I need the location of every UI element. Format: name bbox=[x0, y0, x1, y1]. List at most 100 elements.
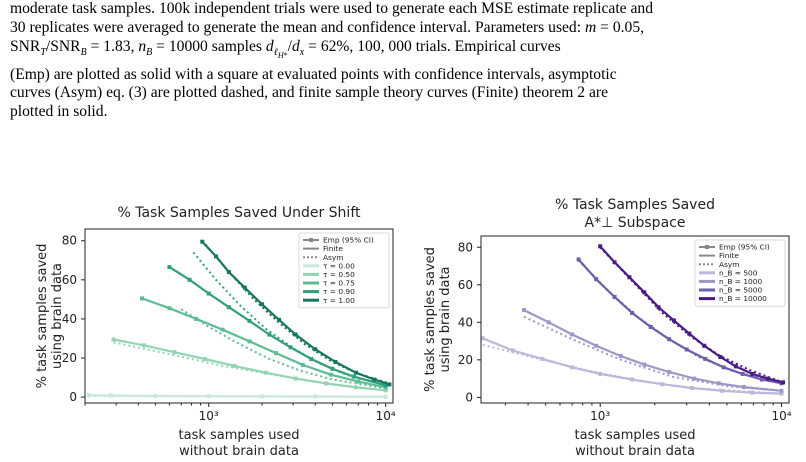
data-point bbox=[656, 305, 661, 310]
data-point bbox=[247, 318, 252, 323]
data-point bbox=[247, 339, 252, 344]
legend-box bbox=[694, 239, 786, 307]
chart-panel-1: % Task Samples Saved Under Shift 0 20 40 60 8… bbox=[35, 205, 396, 459]
data-point bbox=[313, 394, 318, 399]
asym-line bbox=[192, 251, 386, 387]
legend-box bbox=[298, 232, 390, 309]
data-point bbox=[630, 310, 635, 315]
data-point bbox=[372, 377, 377, 382]
x-axis-label: task samples used bbox=[179, 428, 300, 443]
legend-label: Finite bbox=[719, 251, 739, 260]
y-axis-label: % task samples saved bbox=[35, 244, 50, 389]
emp-line bbox=[141, 297, 386, 389]
data-point bbox=[718, 355, 723, 360]
data-point bbox=[598, 371, 603, 376]
legend-label: n_B = 500 bbox=[719, 268, 758, 277]
series-3 bbox=[576, 257, 784, 386]
data-point bbox=[206, 394, 211, 399]
x-axis-label-line2: without brain data bbox=[179, 444, 299, 459]
data-point bbox=[387, 382, 392, 387]
data-point bbox=[323, 381, 328, 386]
legend-label: τ = 0.90 bbox=[323, 287, 355, 296]
y-axis-label: % task samples saved bbox=[423, 247, 438, 392]
data-point bbox=[354, 385, 359, 390]
data-point bbox=[202, 357, 207, 362]
y-tick-label: 0 bbox=[465, 390, 473, 404]
data-point bbox=[200, 239, 205, 244]
x-tick-label: 10³ bbox=[590, 409, 610, 423]
x-tick-label: 10⁴ bbox=[771, 409, 791, 423]
data-point bbox=[267, 332, 272, 337]
data-point bbox=[716, 381, 721, 386]
legend-label: Emp (95% CI) bbox=[719, 243, 770, 252]
data-point bbox=[293, 376, 298, 381]
data-point bbox=[172, 350, 177, 355]
data-point bbox=[692, 376, 697, 381]
y-axis-label-line2: using brain data bbox=[438, 266, 453, 372]
series-1 bbox=[480, 336, 784, 396]
y-tick-label: 80 bbox=[458, 240, 473, 254]
data-point bbox=[383, 394, 388, 399]
series-1 bbox=[86, 393, 388, 399]
data-point bbox=[328, 372, 333, 377]
data-point bbox=[273, 351, 278, 356]
data-point bbox=[354, 370, 359, 375]
y-tick-label: 40 bbox=[458, 315, 473, 329]
caption-line-4: (Emp) are plotted as solid with a square… bbox=[10, 65, 617, 83]
axes-frame bbox=[84, 228, 394, 404]
data-point bbox=[333, 359, 338, 364]
data-point bbox=[684, 347, 689, 352]
data-point bbox=[612, 294, 617, 299]
data-point bbox=[153, 393, 158, 398]
data-point bbox=[263, 370, 268, 375]
asym-line bbox=[482, 343, 782, 395]
data-point bbox=[480, 336, 485, 341]
legend-label: n_B = 5000 bbox=[719, 286, 762, 295]
y-tick-label: 60 bbox=[62, 273, 77, 287]
data-point bbox=[309, 357, 314, 362]
series-4 bbox=[167, 251, 388, 388]
data-point bbox=[781, 380, 786, 385]
data-point bbox=[630, 377, 635, 382]
emp-line bbox=[201, 240, 390, 386]
x-axis-label-line2: without brain data bbox=[575, 444, 695, 459]
data-point bbox=[689, 385, 694, 390]
data-point bbox=[522, 308, 527, 313]
data-point bbox=[612, 260, 617, 265]
data-point bbox=[618, 354, 623, 359]
data-point bbox=[356, 379, 361, 384]
data-point bbox=[740, 371, 745, 376]
data-point bbox=[111, 337, 116, 342]
legend-swatch-marker bbox=[309, 238, 313, 242]
data-point bbox=[703, 356, 708, 361]
caption-line-2: 30 replicates were averaged to generate … bbox=[10, 18, 645, 36]
data-point bbox=[750, 390, 755, 395]
data-point bbox=[642, 362, 647, 367]
series-2 bbox=[522, 308, 784, 393]
emp-line bbox=[113, 338, 386, 392]
data-point bbox=[194, 316, 199, 321]
caption-line-5: curves (Asym) eq. (3) are plotted dashed… bbox=[10, 84, 608, 102]
data-point bbox=[300, 362, 305, 367]
data-point bbox=[750, 371, 755, 376]
data-point bbox=[232, 363, 237, 368]
legend-label: τ = 1.00 bbox=[323, 296, 355, 305]
series-3 bbox=[140, 296, 388, 390]
data-point bbox=[167, 306, 172, 311]
data-point bbox=[167, 265, 172, 270]
data-point bbox=[570, 365, 575, 370]
asym-line bbox=[599, 246, 784, 384]
data-point bbox=[733, 364, 738, 369]
legend-label: τ = 0.50 bbox=[323, 270, 355, 279]
figure-caption: moderate task samples. 100k independent … bbox=[10, 0, 792, 122]
data-point bbox=[313, 347, 318, 352]
legend-label: τ = 0.75 bbox=[323, 279, 355, 288]
data-point bbox=[546, 320, 551, 325]
data-point bbox=[594, 343, 599, 348]
data-point bbox=[660, 382, 665, 387]
series-5 bbox=[200, 239, 392, 387]
data-point bbox=[765, 376, 770, 381]
x-tick-label: 10⁴ bbox=[376, 409, 396, 423]
data-point bbox=[779, 388, 784, 393]
